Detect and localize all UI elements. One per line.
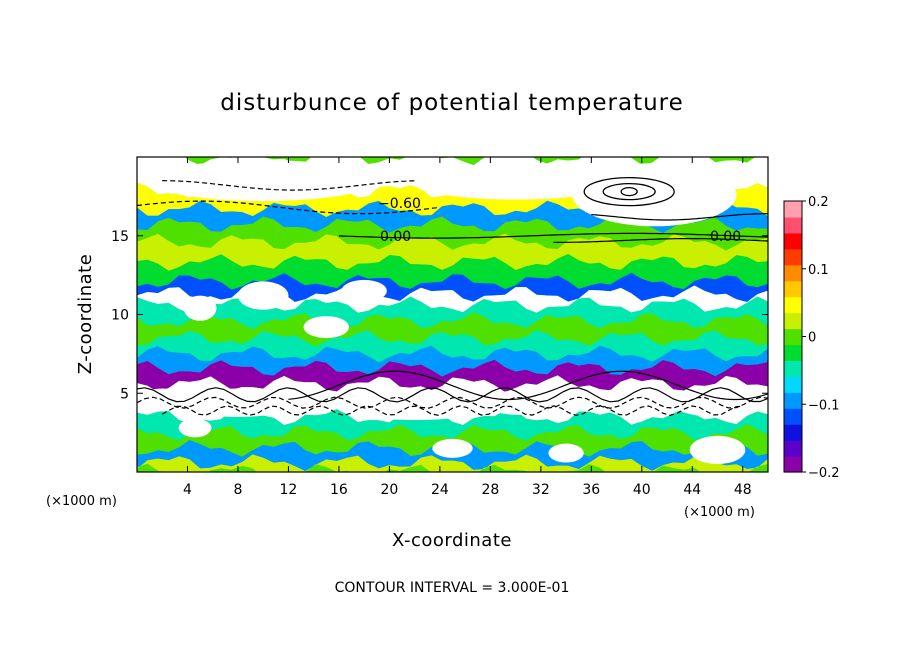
- field-patch: [673, 391, 762, 417]
- field-band: [137, 285, 768, 314]
- field-patch: [477, 390, 579, 416]
- contour-line: [137, 200, 440, 215]
- field-band: [137, 345, 768, 377]
- contour-line: [583, 176, 675, 207]
- contour-line: [161, 405, 743, 416]
- contour-label-neg060: −0.60: [378, 196, 421, 212]
- field-patch: [432, 438, 473, 458]
- x-tick-label: 32: [532, 482, 550, 498]
- y-tick-label: 10: [111, 308, 129, 324]
- field-band: [137, 272, 768, 302]
- contour-label-zero-left: 0.00: [380, 229, 411, 245]
- contour-line: [591, 213, 768, 221]
- field-patch: [414, 168, 617, 200]
- colorbar-tick-label: −0.2: [808, 466, 840, 481]
- colorbar-cell: [784, 216, 802, 234]
- colorbar-cell: [784, 248, 802, 266]
- y-axis-ticks: 5 10 15: [111, 229, 768, 402]
- field-band: [137, 312, 768, 347]
- field-band: [137, 233, 768, 271]
- contour-line: [162, 180, 415, 191]
- colorbar-cell: [784, 328, 802, 346]
- contour-line: [137, 387, 768, 403]
- field-patch: [689, 435, 746, 465]
- colorbar-tick-label: −0.1: [808, 398, 840, 413]
- x-tick-label: 20: [380, 482, 398, 498]
- colorbar-cell: [784, 440, 802, 457]
- colorbar-cell: [784, 376, 802, 393]
- x-tick-label: 44: [683, 482, 701, 498]
- y-tick-label: 5: [120, 386, 129, 402]
- colorbar-tick-label: 0.2: [808, 195, 829, 210]
- colorbar-cell: [784, 264, 802, 282]
- y-axis-label: Z-coordinate: [75, 254, 96, 375]
- field-patch: [178, 418, 212, 438]
- x-tick-label: 8: [233, 482, 242, 498]
- colorbar-cell: [784, 296, 802, 314]
- field-band: [137, 296, 768, 330]
- colorbar-cell: [784, 344, 802, 362]
- x-tick-label: 4: [183, 482, 192, 498]
- x-axis-label: X-coordinate: [392, 530, 512, 551]
- colorbar-cell: [784, 456, 802, 473]
- x-axis-ticks: 4 8 12 16 20 24 28 32 36 40 44 48: [183, 157, 752, 498]
- field-band: [137, 216, 768, 251]
- colorbar-cell: [784, 232, 802, 250]
- x-unit-left: (×1000 m): [46, 494, 117, 509]
- contour-line: [602, 182, 656, 201]
- colorbar-cell: [784, 280, 802, 298]
- contour-interval-note: CONTOUR INTERVAL = 3.000E-01: [335, 580, 570, 596]
- field-band: [137, 200, 768, 234]
- field-patch: [183, 295, 217, 321]
- colorbar-cell: [784, 312, 802, 330]
- field-patch: [341, 279, 387, 302]
- y-tick-label: 15: [111, 229, 129, 245]
- field-patch: [149, 160, 377, 202]
- field-patch: [548, 443, 584, 463]
- field-band: [137, 408, 768, 441]
- field-band: [137, 454, 768, 472]
- field-patch: [174, 388, 302, 417]
- x-tick-label: 16: [330, 482, 348, 498]
- contour-line: [137, 396, 768, 409]
- colorbar-ticks: 0.2 0.1 0 −0.1 −0.2: [802, 195, 840, 481]
- contour-line: [620, 186, 638, 197]
- field-patch: [591, 386, 693, 413]
- contour-lines: [137, 176, 768, 416]
- x-tick-label: 36: [582, 482, 600, 498]
- field-patch: [303, 316, 350, 339]
- x-tick-label: 40: [633, 482, 651, 498]
- x-tick-label: 28: [481, 482, 499, 498]
- x-tick-label: 24: [431, 482, 449, 498]
- contour-line: [338, 232, 768, 239]
- colorbar: [783, 200, 803, 473]
- colorbar-tick-label: 0: [808, 331, 816, 346]
- field-band: [137, 254, 768, 290]
- field-band: [137, 359, 768, 393]
- contour-label-zero-right: 0.00: [710, 229, 741, 245]
- x-tick-label: 12: [280, 482, 298, 498]
- colorbar-cell: [784, 392, 802, 409]
- colorbar-cell: [784, 408, 802, 425]
- x-tick-label: 48: [734, 482, 752, 498]
- chart-title: disturbunce of potential temperature: [220, 90, 684, 116]
- contour-line: [553, 238, 768, 243]
- colorbar-cell: [784, 201, 802, 218]
- colorbar-cell: [784, 424, 802, 441]
- field-band: [137, 329, 768, 363]
- x-unit-right: (×1000 m): [684, 505, 755, 520]
- colorbar-cell: [784, 360, 802, 377]
- contour-line: [288, 370, 768, 401]
- colorbar-tick-label: 0.1: [808, 263, 829, 278]
- field-patch: [237, 281, 289, 310]
